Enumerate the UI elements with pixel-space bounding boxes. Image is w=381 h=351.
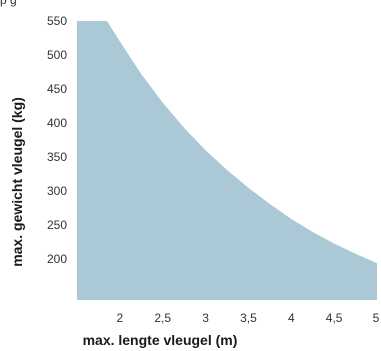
area-series (77, 21, 377, 300)
y-tick-label: 400 (47, 116, 67, 130)
x-tick-label: 3,5 (240, 311, 257, 325)
y-tick-label: 450 (47, 82, 67, 96)
x-axis-ticks: 2 2,5 3 3,5 4 4,5 5 (117, 311, 380, 325)
y-tick-label: 500 (47, 48, 67, 62)
y-tick-label: 550 (47, 14, 67, 28)
x-tick-label: 3 (202, 311, 209, 325)
header-partial-text: p g (0, 0, 17, 7)
y-axis-title: max. gewicht vleugel (kg) (9, 97, 25, 267)
y-tick-label: 350 (47, 150, 67, 164)
y-tick-label: 300 (47, 184, 67, 198)
y-tick-label: 200 (47, 252, 67, 266)
x-tick-label: 4,5 (326, 311, 343, 325)
y-tick-label: 250 (47, 218, 67, 232)
y-axis-ticks: 200 250 300 350 400 450 500 550 (47, 14, 67, 266)
x-tick-label: 2 (117, 311, 124, 325)
x-tick-label: 4 (288, 311, 295, 325)
x-tick-label: 5 (373, 311, 380, 325)
x-tick-label: 2,5 (154, 311, 171, 325)
plot-area (77, 21, 377, 300)
x-axis-title: max. lengte vleugel (m) (83, 332, 238, 348)
